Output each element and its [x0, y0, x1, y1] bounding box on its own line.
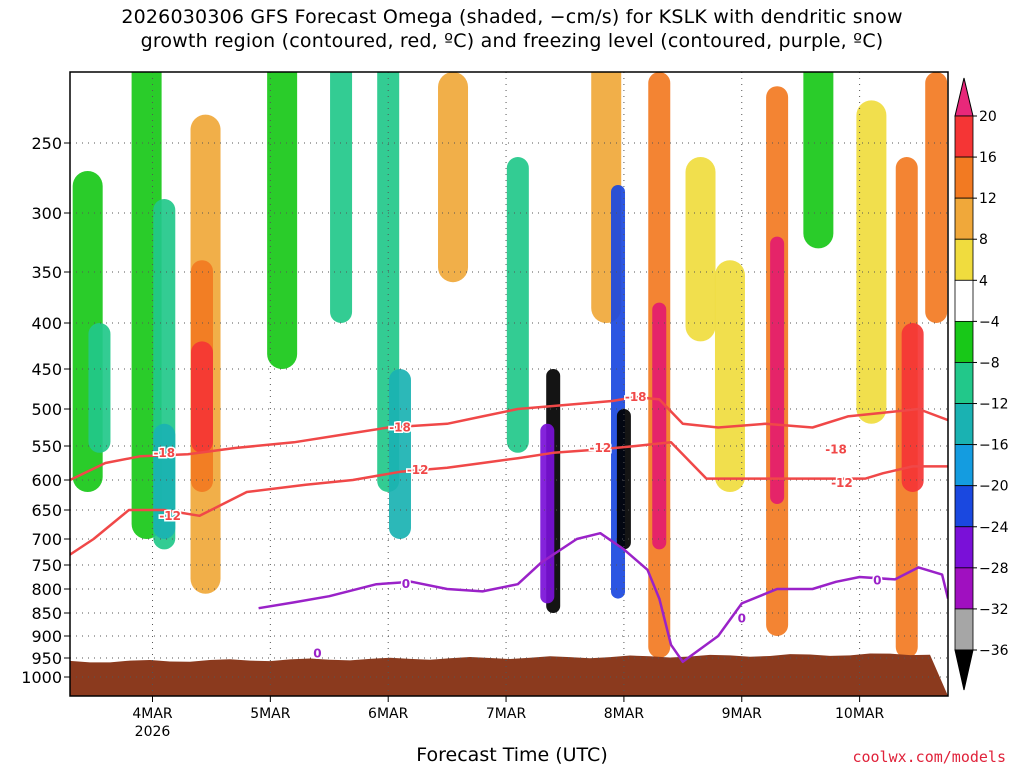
omega-cell: [856, 100, 887, 424]
colorbar-label: 12: [979, 191, 997, 207]
omega-cell: [652, 302, 667, 550]
y-tick-label: 450: [31, 360, 62, 379]
y-tick-label: 400: [31, 314, 62, 333]
contour-label: -18: [625, 390, 647, 404]
colorbar-label: −36: [979, 643, 1009, 659]
y-tick-label: 750: [31, 556, 62, 575]
colorbar-top-cap: [954, 77, 974, 117]
contour-label: -18: [389, 421, 411, 435]
ground-layer: [70, 653, 948, 696]
contour-line: [70, 395, 948, 482]
chart-title-line2: growth region (contoured, red, ºC) and f…: [140, 30, 884, 52]
omega-cell: [506, 157, 529, 453]
y-tick-label: 250: [31, 134, 62, 153]
y-tick-label: 800: [31, 580, 62, 599]
colorbar: 20 16 12 8 4 −4 −8 −12 −16 −20 −24 −28 −32 −36: [954, 77, 1009, 691]
colorbar-label: −28: [979, 561, 1009, 577]
x-axis: 4MAR 2026 5MAR 6MAR 7MAR 8MAR 9MAR 10MAR: [132, 696, 884, 740]
colorbar-segment: [954, 403, 974, 446]
omega-cell: [330, 72, 353, 323]
colorbar-label: 8: [979, 232, 988, 248]
colorbar-segment: [954, 444, 974, 487]
contour-label: 0: [738, 612, 746, 626]
y-tick-label: 300: [31, 204, 62, 223]
omega-cell: [925, 72, 948, 323]
x-tick-label: 8MAR: [604, 706, 645, 722]
omega-cell: [267, 72, 298, 369]
y-tick-label: 1000: [21, 668, 62, 687]
x-tick-label: 5MAR: [250, 706, 291, 722]
colorbar-segment: [954, 567, 974, 610]
contour-label: -18: [153, 446, 175, 460]
x-axis-title: Forecast Time (UTC): [416, 744, 608, 766]
y-tick-label: 900: [31, 627, 62, 646]
contour-line: [70, 441, 948, 556]
plot-frame: [69, 71, 949, 697]
credit-link[interactable]: coolwx.com/models: [852, 748, 1006, 766]
y-axis: 250 300 350 400 450 500 550 600 650 700 750 800 850 9…: [21, 134, 70, 687]
ground-surface: [70, 653, 948, 696]
omega-cell: [901, 323, 924, 492]
x-tick-label: 4MAR: [132, 706, 173, 722]
colorbar-label: −16: [979, 438, 1009, 454]
x-tick-sublabel: 2026: [135, 724, 171, 740]
omega-cell: [388, 369, 411, 539]
x-tick-label: 6MAR: [368, 706, 409, 722]
colorbar-segment: [954, 279, 974, 322]
colorbar-segment: [954, 526, 974, 569]
colorbar-label: 16: [979, 150, 997, 166]
contour-label: 0: [402, 577, 410, 591]
contour-layer: -18 -18 -18 -18 -12 -12 -12 -12 0 0 0 0: [70, 389, 948, 664]
omega-cell: [190, 341, 213, 453]
y-tick-label: 650: [31, 501, 62, 520]
grid-layer: [70, 72, 948, 696]
y-tick-label: 550: [31, 437, 62, 456]
omega-cell: [714, 260, 745, 492]
colorbar-label: 4: [979, 273, 988, 289]
y-tick-label: 500: [31, 400, 62, 419]
contour-label: -18: [825, 442, 847, 456]
colorbar-segment: [954, 115, 974, 158]
colorbar-segment: [954, 197, 974, 240]
omega-cell: [616, 409, 631, 550]
colorbar-label: −20: [979, 479, 1009, 495]
contour-label: -12: [831, 476, 853, 490]
omega-shading-layer: [72, 72, 948, 658]
colorbar-segment: [954, 608, 974, 651]
y-tick-label: 700: [31, 530, 62, 549]
colorbar-segment: [954, 320, 974, 363]
omega-cell: [540, 423, 555, 604]
colorbar-segment: [954, 238, 974, 281]
omega-cell: [685, 157, 716, 342]
omega-cell: [770, 236, 785, 504]
y-tick-label: 850: [31, 604, 62, 623]
y-tick-label: 600: [31, 471, 62, 490]
colorbar-label: −32: [979, 602, 1009, 618]
contour-label: -12: [159, 509, 181, 523]
colorbar-segment: [954, 156, 974, 199]
x-tick-label: 9MAR: [722, 706, 763, 722]
x-tick-label: 10MAR: [835, 706, 884, 722]
colorbar-label: −8: [979, 355, 1000, 371]
x-tick-label: 7MAR: [486, 706, 527, 722]
colorbar-label: −4: [979, 314, 1000, 330]
contour-line: [258, 531, 948, 664]
colorbar-label: 20: [979, 109, 997, 125]
y-tick-label: 950: [31, 649, 62, 668]
contour-label: 0: [873, 573, 881, 587]
y-tick-label: 350: [31, 263, 62, 282]
omega-cell: [438, 72, 469, 283]
contour-label: -12: [589, 441, 611, 455]
contour-label: 0: [313, 647, 321, 661]
colorbar-label: −24: [979, 520, 1009, 536]
colorbar-segment: [954, 362, 974, 404]
colorbar-segment: [954, 485, 974, 528]
contour-label: -12: [407, 463, 429, 477]
colorbar-label: −12: [979, 397, 1009, 413]
chart-title-line1: 2026030306 GFS Forecast Omega (shaded, −…: [121, 6, 903, 28]
omega-cell: [803, 72, 834, 249]
omega-cell: [88, 323, 111, 453]
colorbar-bottom-cap: [954, 649, 974, 691]
